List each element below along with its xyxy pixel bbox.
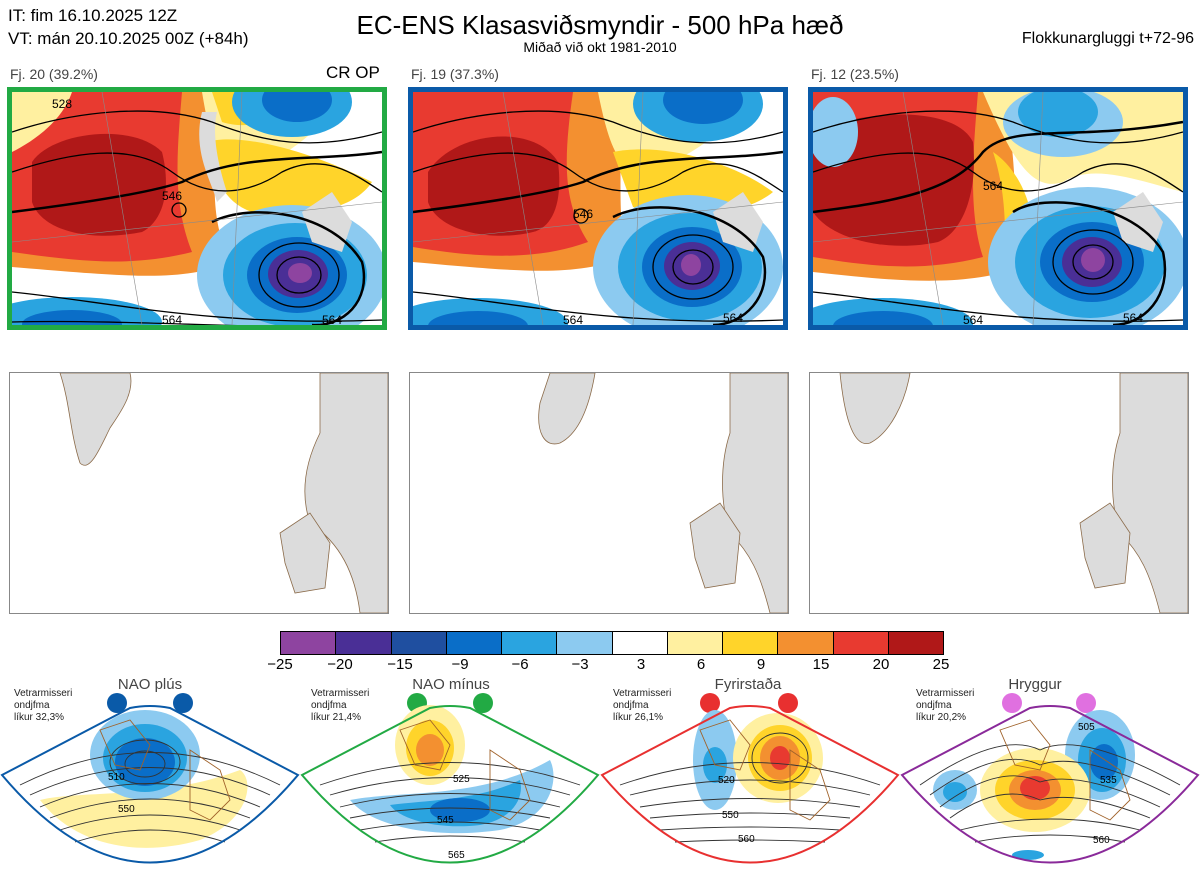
regime-4-title: Hryggur — [1008, 676, 1062, 693]
regime-3-map: 520 550 560 — [600, 693, 900, 864]
regime-2-contour-label: 565 — [448, 850, 465, 861]
colorbar-tick: 9 — [756, 656, 766, 673]
colorbar-swatch — [777, 632, 833, 654]
empty-map-3 — [809, 372, 1189, 614]
colorbar-tick: −20 — [327, 656, 353, 673]
colorbar-tick: −6 — [511, 656, 529, 673]
regime-3-contour-label: 520 — [718, 775, 735, 786]
colorbar-tick: 20 — [872, 656, 890, 673]
regime-4-dot — [1076, 693, 1096, 713]
colorbar-tick: 15 — [812, 656, 830, 673]
colorbar-tick: −9 — [451, 656, 469, 673]
regime-4-contour-label: 505 — [1078, 722, 1095, 733]
regime-3-contour-label: 560 — [738, 834, 755, 845]
colorbar-swatch — [887, 632, 943, 654]
colorbar-swatch — [335, 632, 391, 654]
regime-2-contour-label: 545 — [437, 815, 454, 826]
regime-1-contour-label: 510 — [108, 772, 125, 783]
regime-2-map: 525 545 565 — [300, 693, 600, 864]
regime-4-contour-label: 560 — [1093, 835, 1110, 846]
regime-1-dot — [107, 693, 127, 713]
colorbar-swatch — [390, 632, 446, 654]
contour-label: 564 — [723, 311, 743, 325]
cluster-1-label: Fj. 20 (39.2%) — [10, 66, 98, 82]
colorbar-swatch — [832, 632, 888, 654]
regime-1-title: NAO plús — [117, 676, 183, 693]
cluster-3-panel: 564 564 564 — [808, 87, 1188, 330]
regime-2-contour-label: 525 — [453, 774, 470, 785]
regime-2-dot — [473, 693, 493, 713]
empty-map-1 — [9, 372, 389, 614]
contour-label: 564 — [1123, 311, 1143, 325]
regime-4-note: Vetrarmisseri ondjfma líkur 20,2% — [916, 688, 975, 723]
contour-label: 564 — [322, 313, 342, 325]
regime-3-dot — [778, 693, 798, 713]
regime-1-dot — [173, 693, 193, 713]
colorbar-swatch — [556, 632, 612, 654]
cluster-2-map: 564 564 546 — [413, 92, 783, 325]
coastline-map — [538, 373, 788, 613]
colorbar-swatch — [666, 632, 722, 654]
regime-3-contour-label: 550 — [722, 810, 739, 821]
regime-1-map: 510 550 — [0, 693, 300, 864]
colorbar-swatch — [281, 632, 336, 654]
regime-3-title: Fyrirstaða — [714, 676, 782, 693]
contour-label: 564 — [963, 313, 983, 325]
regime-2-title: NAO mínus — [412, 676, 490, 693]
page-subtitle: Miðað við okt 1981-2010 — [523, 39, 677, 55]
colorbar-swatch — [611, 632, 667, 654]
regime-4-map: 505 535 560 — [900, 693, 1200, 864]
contour-label: 564 — [983, 179, 1003, 193]
contour-label: 564 — [162, 313, 182, 325]
cluster-3-label: Fj. 12 (23.5%) — [811, 66, 899, 82]
regime-1-note: Vetrarmisseri ondjfma líkur 32,3% — [14, 688, 73, 723]
colorbar-swatch — [445, 632, 501, 654]
classification-window: Flokkunargluggi t+72-96 — [1021, 30, 1194, 47]
contour-label: 546 — [162, 189, 182, 203]
cluster-2-label: Fj. 19 (37.3%) — [411, 66, 499, 82]
regime-4-dot — [1002, 693, 1022, 713]
colorbar-tick: −25 — [267, 656, 293, 673]
regime-3-note: Vetrarmisseri ondjfma líkur 26,1% — [613, 688, 672, 723]
cluster-1-map: 546 564 564 528 — [12, 92, 382, 325]
initial-time: IT: fim 16.10.2025 12Z — [8, 6, 178, 25]
coastline-map — [839, 373, 1188, 613]
colorbar-swatch — [501, 632, 557, 654]
colorbar — [280, 631, 944, 655]
colorbar-swatch — [722, 632, 778, 654]
colorbar-tick: −15 — [387, 656, 413, 673]
cluster-3-map: 564 564 564 — [813, 92, 1183, 325]
coastline-map — [59, 373, 388, 613]
regime-1-contour-label: 550 — [118, 804, 135, 815]
colorbar-tick: 6 — [696, 656, 706, 673]
colorbar-tick: 25 — [932, 656, 950, 673]
header-info: IT: fim 16.10.2025 12Z VT: mán 20.10.202… — [8, 4, 249, 50]
empty-map-2 — [409, 372, 789, 614]
regime-2-note: Vetrarmisseri ondjfma líkur 21,4% — [311, 688, 370, 723]
valid-time: VT: mán 20.10.2025 00Z (+84h) — [8, 29, 249, 48]
contour-label: 546 — [573, 207, 593, 221]
cluster-1-tag: CR OP — [326, 63, 380, 82]
colorbar-tick: −3 — [571, 656, 589, 673]
regime-4-contour-label: 535 — [1100, 775, 1117, 786]
contour-label: 564 — [563, 313, 583, 325]
regime-3-dot — [700, 693, 720, 713]
cluster-2-panel: 564 564 546 — [408, 87, 788, 330]
colorbar-tick: 3 — [636, 656, 646, 673]
cluster-1-panel: 546 564 564 528 — [7, 87, 387, 330]
page-title: EC-ENS Klasasviðsmyndir - 500 hPa hæð — [356, 10, 844, 40]
contour-label: 528 — [52, 97, 72, 111]
